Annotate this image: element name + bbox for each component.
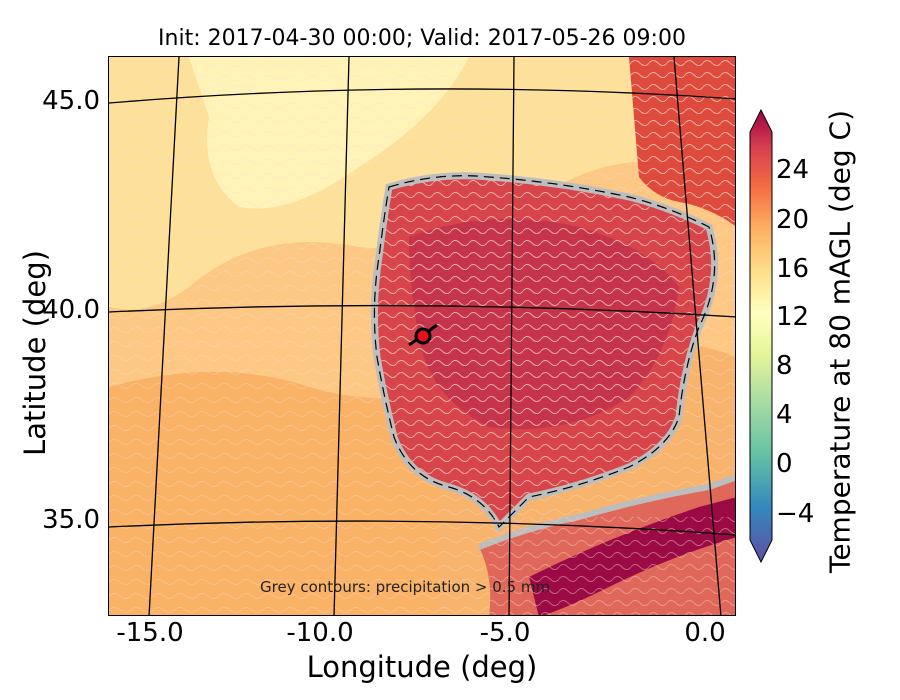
x-axis-label: Longitude (deg) (306, 650, 538, 684)
graticule (109, 57, 735, 615)
colorbar-label: Temperature at 80 mAGL (deg C) (823, 109, 857, 574)
parallel-40 (109, 304, 735, 318)
meridian-15 (148, 57, 180, 615)
xtick-0: 0.0 (684, 618, 726, 648)
ytick-45: 45.0 (42, 86, 100, 116)
meridian-5 (508, 57, 515, 615)
cb-tick-minus4: −4 (776, 499, 815, 529)
ytick-35: 35.0 (42, 505, 100, 535)
cb-tick-8: 8 (776, 351, 793, 381)
precip-note: Grey contours: precipitation > 0.5 mm (260, 578, 551, 596)
map-panel (108, 56, 736, 616)
meridian-10 (333, 57, 350, 615)
temperature-map (109, 57, 735, 615)
cb-tick-24: 24 (776, 155, 810, 185)
cb-tick-0: 0 (776, 449, 793, 479)
xtick-minus15: -15.0 (116, 618, 184, 648)
location-marker (408, 323, 438, 347)
colorbar (749, 108, 773, 564)
cb-tick-12: 12 (776, 302, 810, 332)
xtick-minus10: -10.0 (286, 618, 354, 648)
cb-tick-4: 4 (776, 400, 793, 430)
cb-tick-20: 20 (776, 205, 810, 235)
parallel-35 (109, 520, 735, 536)
parallel-45 (109, 88, 735, 104)
xtick-minus5: -5.0 (479, 618, 531, 648)
plot-title: Init: 2017-04-30 00:00; Valid: 2017-05-2… (158, 26, 686, 51)
coastline (373, 175, 716, 529)
cb-tick-16: 16 (776, 254, 810, 284)
ytick-40: 40.0 (42, 295, 100, 325)
meridian-0 (673, 57, 722, 615)
y-axis-label: Latitude (deg) (18, 250, 52, 456)
